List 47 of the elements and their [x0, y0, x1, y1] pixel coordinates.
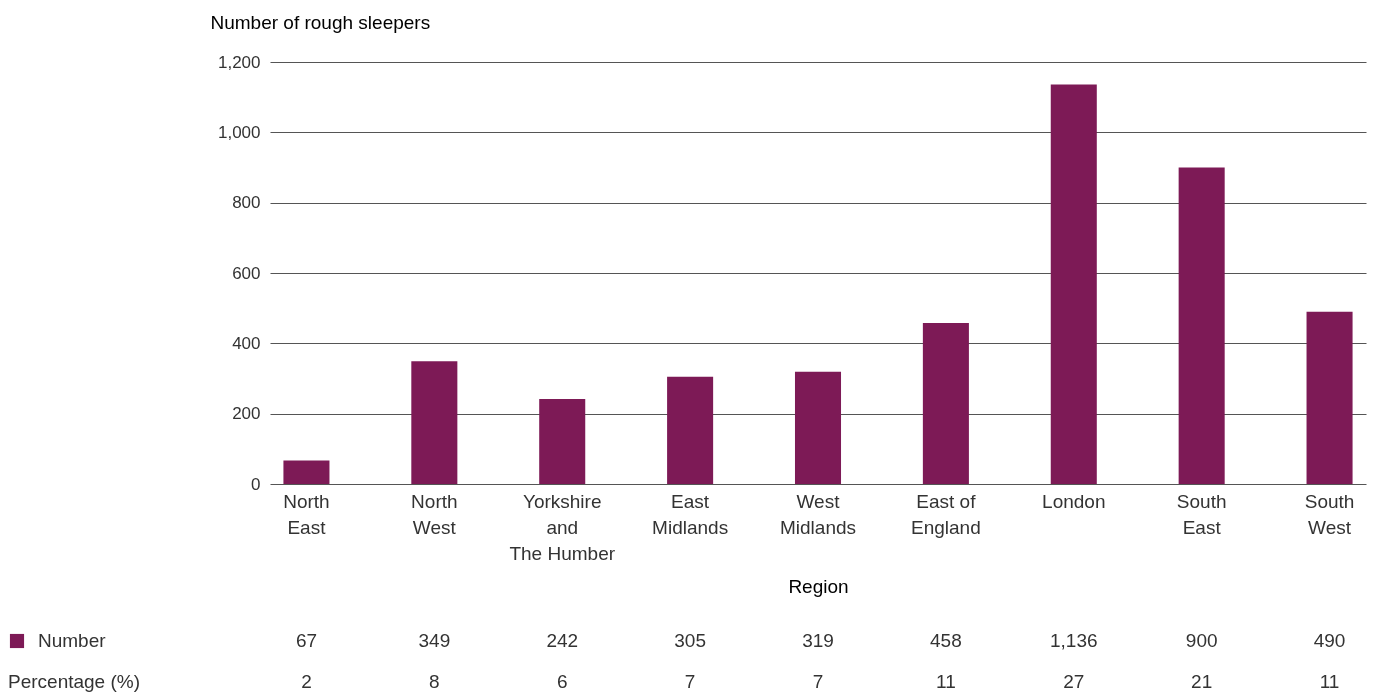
text: Percentage (%) — [8, 671, 141, 692]
x-tick-label: East Midlands — [652, 490, 729, 538]
y-tick-label: 600 — [232, 263, 261, 283]
text: 319 — [802, 630, 834, 651]
text: 7 — [684, 671, 696, 692]
y-tick-label: 200 — [232, 404, 261, 424]
y-tick-label: 400 — [232, 333, 261, 353]
text: 6 — [556, 671, 568, 692]
legend-label: Number — [38, 630, 107, 651]
bar — [1178, 167, 1225, 484]
text: 900 — [1185, 630, 1218, 651]
text: 349 — [418, 630, 451, 651]
x-tick-label: South East — [1176, 490, 1227, 538]
y-tick-label: 1,200 — [217, 52, 261, 72]
text: 67 — [295, 630, 318, 651]
x-axis-title: Region — [788, 575, 849, 597]
text: 305 — [674, 630, 706, 651]
y-tick-label: 800 — [232, 193, 261, 213]
text: 8 — [429, 671, 440, 692]
x-tick-label: East of England — [911, 490, 981, 538]
text: 7 — [812, 671, 824, 692]
x-tick-label: North West — [411, 490, 458, 538]
bar — [922, 322, 969, 484]
text: 21 — [1191, 671, 1213, 692]
bar — [283, 460, 330, 484]
x-tick-label: London — [1042, 490, 1106, 512]
text: 11 — [1319, 671, 1340, 692]
bar — [411, 361, 458, 484]
x-tick-label: West Midlands — [779, 490, 857, 538]
text: 490 — [1313, 630, 1346, 651]
y-tick-label: 1,000 — [217, 122, 261, 142]
bar — [1050, 84, 1097, 484]
text: 242 — [546, 630, 579, 651]
x-tick-label: South West — [1304, 490, 1355, 538]
text: 458 — [930, 630, 962, 651]
bar — [667, 376, 714, 484]
text: 1,136 — [1050, 630, 1098, 651]
y-tick-label: 0 — [251, 474, 261, 494]
text: 11 — [936, 671, 956, 692]
text: 27 — [1063, 671, 1085, 692]
x-tick-label: North East — [283, 490, 330, 538]
x-tick-label: Yorkshire and The Humber — [509, 490, 616, 564]
bar — [794, 371, 842, 484]
bar — [539, 398, 586, 484]
text: 2 — [301, 671, 312, 692]
bar — [1306, 311, 1353, 484]
y-axis-title: Number of rough sleepers — [210, 11, 431, 33]
